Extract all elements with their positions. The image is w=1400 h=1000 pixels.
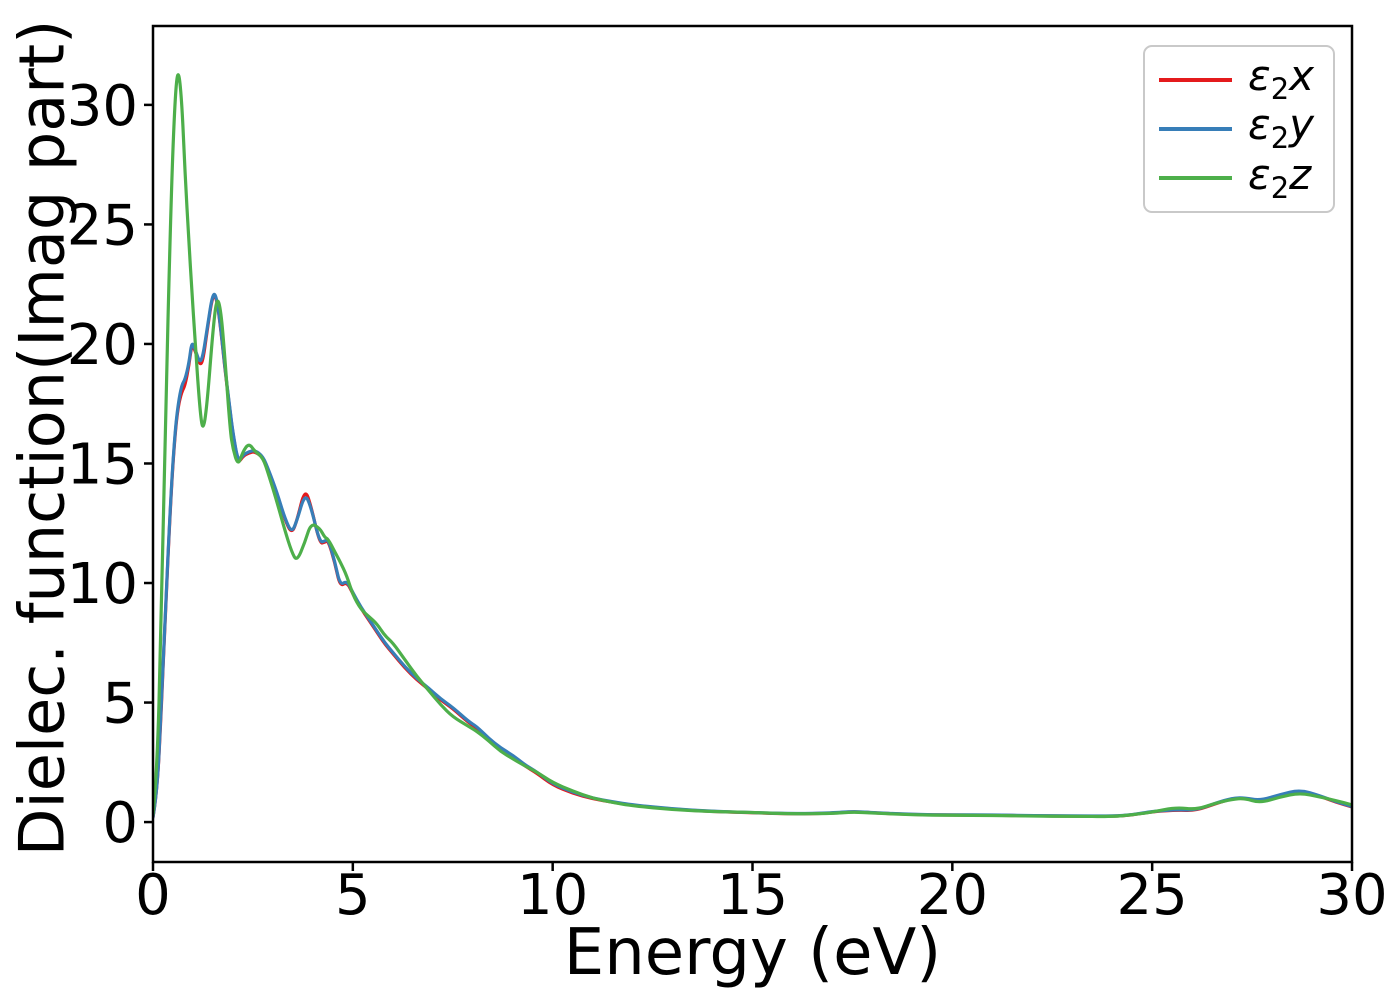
curve-ε2y — [153, 292, 1352, 819]
y-tick-label: 15 — [67, 432, 138, 497]
plot-frame — [151, 24, 1354, 864]
x-tick-label: 25 — [1117, 863, 1188, 928]
y-axis-title: Dielec. function(Imag part) — [5, 19, 79, 857]
legend-label: ε2x — [1248, 51, 1315, 107]
y-tick-label: 0 — [102, 791, 138, 856]
y-tick-label: 5 — [102, 672, 138, 737]
x-tick-label: 20 — [917, 863, 988, 928]
x-tick-label: 5 — [335, 863, 371, 928]
x-tick-label: 0 — [135, 863, 171, 928]
legend: ε2x ε2y ε2z — [1143, 45, 1335, 213]
y-tick-label: 25 — [67, 193, 138, 258]
y-tick-label: 20 — [67, 313, 138, 378]
legend-item-x: ε2x — [1159, 55, 1327, 104]
x-axis-title: Energy (eV) — [563, 916, 942, 990]
legend-item-z: ε2z — [1159, 149, 1327, 205]
y-tick-label: 10 — [67, 552, 138, 617]
legend-label: ε2y — [1248, 100, 1315, 156]
legend-line-swatch — [1159, 77, 1232, 82]
x-tick-label: 30 — [1316, 863, 1387, 928]
x-tick-label: 10 — [517, 863, 588, 928]
curve-ε2z — [153, 73, 1352, 819]
legend-line-swatch — [1159, 176, 1232, 181]
legend-item-y: ε2y — [1159, 104, 1327, 153]
legend-label: ε2z — [1248, 149, 1312, 205]
legend-line-swatch — [1159, 126, 1232, 131]
x-tick-label: 15 — [717, 863, 788, 928]
y-tick-label: 30 — [67, 74, 138, 139]
